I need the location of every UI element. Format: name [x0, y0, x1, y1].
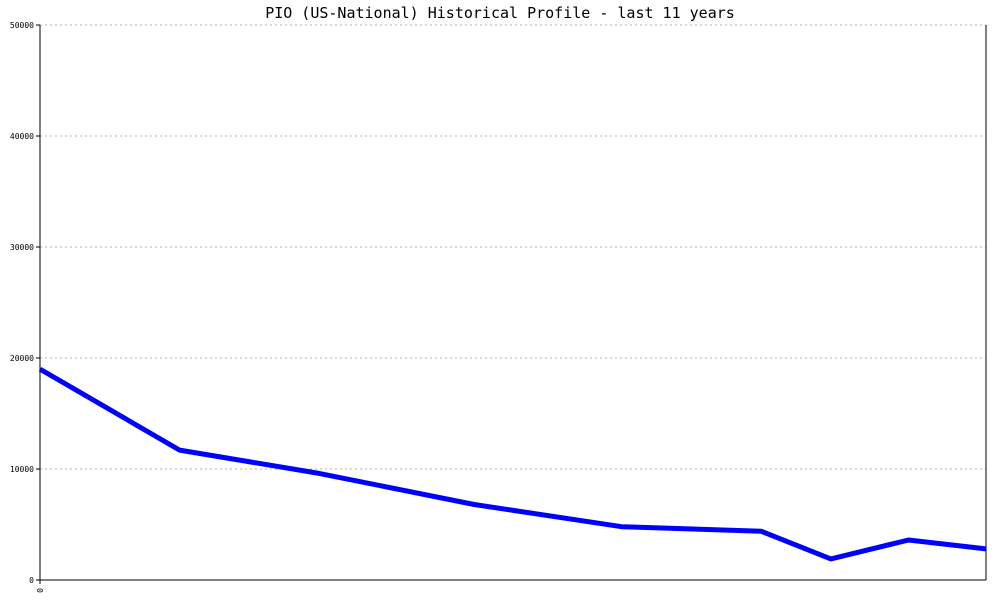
y-axis-ticks: 0 10000 20000 30000 40000 50000	[10, 21, 40, 585]
axes	[39, 25, 987, 581]
chart-title: PIO (US-National) Historical Profile - l…	[265, 4, 735, 22]
x-axis-ticks: 0	[36, 580, 45, 593]
y-tick-label: 0	[29, 576, 34, 585]
y-tick-label: 20000	[10, 354, 34, 363]
y-tick-label: 50000	[10, 21, 34, 30]
y-tick-label: 30000	[10, 243, 34, 252]
y-tick-label: 40000	[10, 132, 34, 141]
y-tick-label: 10000	[10, 465, 34, 474]
x-tick-label: 0	[36, 588, 45, 593]
series-line	[38, 366, 987, 562]
series-layer	[38, 366, 987, 562]
gridlines	[40, 24, 986, 470]
